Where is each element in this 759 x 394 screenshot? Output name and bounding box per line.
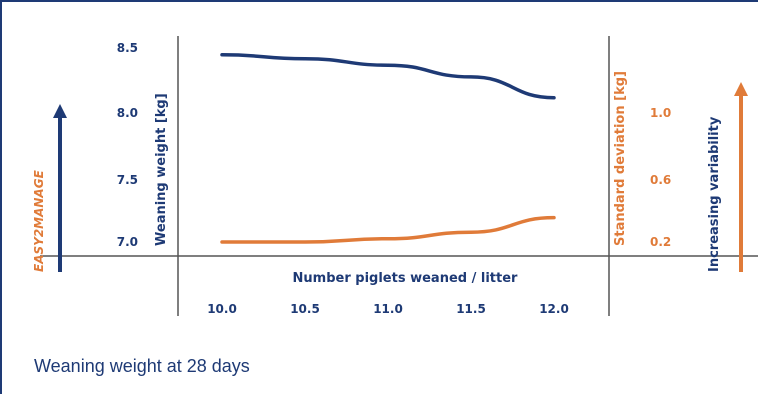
y-axis-label: Weaning weight [kg] xyxy=(154,93,169,246)
left-arrow-head xyxy=(53,104,67,118)
series-line-standard-deviation xyxy=(220,215,556,244)
left-arrow-label: EASY2MANAGE xyxy=(32,169,46,272)
x-tick-label: 12.0 xyxy=(539,302,569,316)
y2-tick-label: 0.6 xyxy=(650,173,671,187)
right-y-ticks: 0.2 0.6 1.0 xyxy=(650,106,671,249)
y-tick-label: 8.5 xyxy=(117,41,138,55)
y2-tick-label: 1.0 xyxy=(650,106,671,120)
x-tick-label: 11.5 xyxy=(456,302,486,316)
series-line-weaning-weight xyxy=(220,53,556,100)
right-arrow-head xyxy=(734,82,748,96)
x-axis-label: Number piglets weaned / litter xyxy=(293,271,518,286)
y-tick-label: 7.5 xyxy=(117,173,138,187)
y-tick-label: 8.0 xyxy=(117,106,138,120)
y2-tick-label: 0.2 xyxy=(650,235,671,249)
y-tick-label: 7.0 xyxy=(117,235,138,249)
left-y-ticks: 7.0 7.5 8.0 8.5 xyxy=(117,41,138,249)
x-tick-label: 10.5 xyxy=(290,302,320,316)
x-tick-label: 11.0 xyxy=(373,302,403,316)
chart-caption: Weaning weight at 28 days xyxy=(34,356,250,376)
y2-axis-label: Standard deviation [kg] xyxy=(613,71,628,246)
x-ticks: 10.0 10.5 11.0 11.5 12.0 xyxy=(207,302,569,316)
right-arrow-label: Increasing variability xyxy=(707,116,722,272)
x-tick-label: 10.0 xyxy=(207,302,237,316)
